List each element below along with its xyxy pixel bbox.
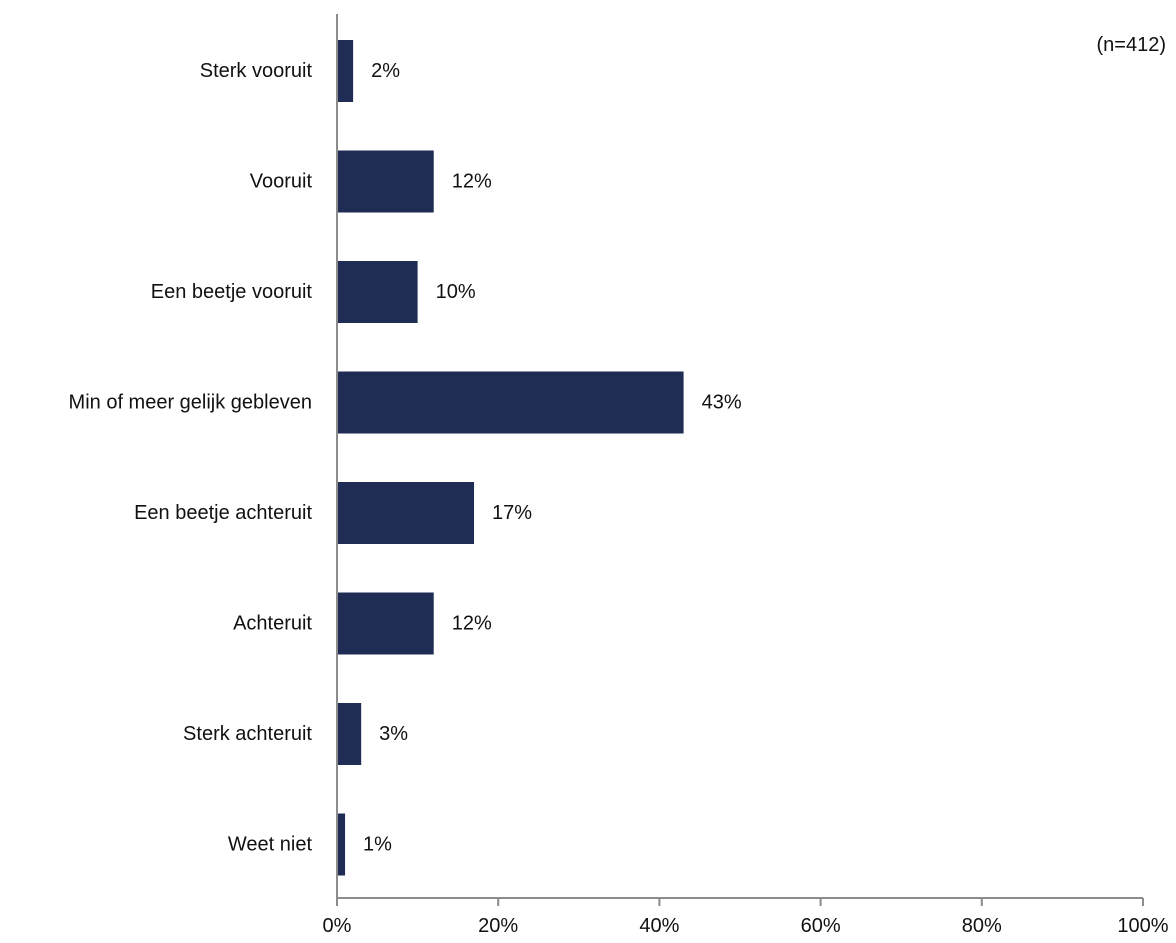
bars-layer bbox=[337, 40, 684, 876]
value-label-0: 2% bbox=[371, 60, 400, 82]
x-tick-label-1: 20% bbox=[478, 915, 518, 937]
x-tick-label-3: 60% bbox=[801, 915, 841, 937]
category-label-3: Min of meer gelijk gebleven bbox=[69, 392, 312, 414]
x-tick-label-2: 40% bbox=[639, 915, 679, 937]
category-label-5: Achteruit bbox=[233, 613, 312, 635]
bar-1 bbox=[337, 150, 434, 213]
category-label-4: Een beetje achteruit bbox=[134, 502, 312, 524]
bar-0 bbox=[337, 40, 354, 102]
category-label-7: Weet niet bbox=[228, 834, 313, 856]
value-label-2: 10% bbox=[436, 281, 476, 303]
x-tick-label-4: 80% bbox=[962, 915, 1002, 937]
bar-6 bbox=[337, 703, 362, 765]
axis-layer bbox=[336, 14, 1144, 906]
bar-5 bbox=[337, 592, 434, 655]
sample-size-note: (n=412) bbox=[1096, 34, 1167, 56]
category-label-2: Een beetje vooruit bbox=[151, 281, 313, 303]
bar-3 bbox=[337, 371, 684, 434]
value-label-1: 12% bbox=[452, 171, 492, 193]
category-label-1: Vooruit bbox=[250, 171, 313, 193]
value-label-5: 12% bbox=[452, 613, 492, 635]
bar-2 bbox=[337, 261, 418, 323]
category-label-0: Sterk vooruit bbox=[200, 60, 313, 82]
value-label-7: 1% bbox=[363, 834, 392, 856]
x-tick-label-5: 100% bbox=[1117, 915, 1168, 937]
value-label-6: 3% bbox=[379, 723, 408, 745]
bar-7 bbox=[337, 813, 346, 876]
bar-4 bbox=[337, 482, 475, 544]
category-label-6: Sterk achteruit bbox=[183, 723, 312, 745]
x-tick-label-0: 0% bbox=[323, 915, 352, 937]
value-label-4: 17% bbox=[492, 502, 532, 524]
value-label-3: 43% bbox=[702, 392, 742, 414]
labels-layer: Sterk vooruit 2% Vooruit 12% Een beetje voor… bbox=[69, 60, 1169, 937]
